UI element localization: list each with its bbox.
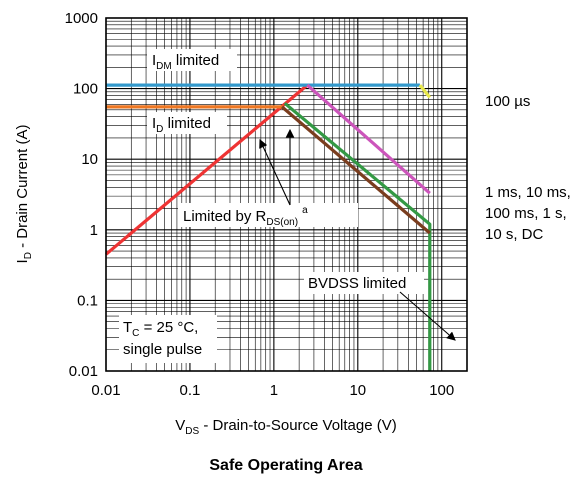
y-tick-label: 0.1 <box>77 292 98 309</box>
x-tick-label: 0.1 <box>180 382 201 399</box>
y-tick-label: 1000 <box>65 10 98 27</box>
plot-frame <box>105 17 468 372</box>
y-axis-label: ID - Drain Current (A) <box>14 125 34 264</box>
tick-labels: 0.01 0.1 1 10 100 0.01 0.1 1 10 100 1000 <box>65 10 455 399</box>
tc-label: TC = 25 °C, <box>123 319 198 339</box>
series-line-3 <box>306 83 431 195</box>
id-limited-label: ID limited <box>152 115 211 135</box>
bvdss-arrow <box>399 291 456 341</box>
rdson-arrow <box>259 139 291 206</box>
series-lines <box>104 83 432 371</box>
chart-title: Safe Operating Area <box>209 457 362 474</box>
y-tick-label: 0.01 <box>69 363 98 380</box>
dc-label-line-1: 1 ms, 10 ms, <box>485 184 571 201</box>
x-tick-label: 10 <box>349 382 366 399</box>
dc-label-line-3: 10 s, DC <box>485 226 544 243</box>
series-line-6 <box>418 84 432 99</box>
x-tick-label: 0.01 <box>91 382 120 399</box>
bvdss-limited-label: BVDSS limited <box>308 275 406 292</box>
idm-limited-label: IDM limited <box>152 52 219 72</box>
series-line-5 <box>280 105 431 235</box>
dc-label-line-2: 100 ms, 1 s, <box>485 205 567 222</box>
y-tick-label: 10 <box>81 151 98 168</box>
rdson-limited-label: Limited by RDS(on)a <box>183 205 308 228</box>
single-pulse-label: single pulse <box>123 341 202 358</box>
y-tick-label: 1 <box>90 222 98 239</box>
series-line-0 <box>104 83 309 256</box>
100us-label: 100 µs <box>485 93 530 110</box>
x-axis-label: VDS - Drain-to-Source Voltage (V) <box>175 417 397 437</box>
y-tick-label: 100 <box>73 81 98 98</box>
x-tick-label: 1 <box>270 382 278 399</box>
series-line-4 <box>283 102 432 371</box>
x-tick-label: 100 <box>429 382 454 399</box>
